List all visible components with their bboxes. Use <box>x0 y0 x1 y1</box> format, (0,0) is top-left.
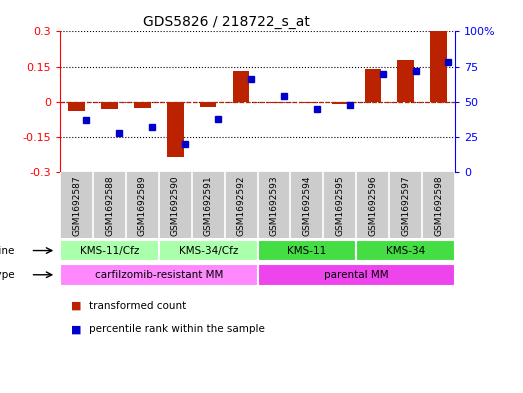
Bar <box>365 69 381 102</box>
Bar <box>356 240 455 261</box>
Bar <box>332 102 348 104</box>
Text: GSM1692590: GSM1692590 <box>171 175 180 236</box>
Bar <box>397 60 414 102</box>
Bar <box>134 102 151 108</box>
Bar <box>257 264 455 286</box>
Text: cell type: cell type <box>0 270 15 280</box>
Text: ■: ■ <box>71 301 81 310</box>
Text: carfilzomib-resistant MM: carfilzomib-resistant MM <box>95 270 223 280</box>
Text: cell line: cell line <box>0 246 15 255</box>
Text: transformed count: transformed count <box>89 301 186 310</box>
Text: GSM1692597: GSM1692597 <box>401 175 410 236</box>
Bar <box>200 102 217 107</box>
Text: parental MM: parental MM <box>324 270 389 280</box>
Text: GSM1692593: GSM1692593 <box>269 175 279 236</box>
Bar <box>167 102 184 157</box>
Text: GSM1692596: GSM1692596 <box>368 175 377 236</box>
Bar <box>159 240 257 261</box>
Bar <box>430 31 447 102</box>
Bar <box>299 102 315 103</box>
Bar <box>60 240 159 261</box>
Bar <box>60 264 257 286</box>
Text: GSM1692589: GSM1692589 <box>138 175 147 236</box>
Bar <box>266 102 282 103</box>
Bar <box>69 102 85 111</box>
Text: GSM1692588: GSM1692588 <box>105 175 114 236</box>
Text: GSM1692587: GSM1692587 <box>72 175 81 236</box>
Text: ■: ■ <box>71 324 81 334</box>
Text: GSM1692595: GSM1692595 <box>335 175 344 236</box>
Text: GSM1692591: GSM1692591 <box>204 175 213 236</box>
Bar <box>257 240 356 261</box>
Title: GDS5826 / 218722_s_at: GDS5826 / 218722_s_at <box>143 15 310 29</box>
Text: KMS-34: KMS-34 <box>386 246 425 255</box>
Text: percentile rank within the sample: percentile rank within the sample <box>89 324 265 334</box>
Bar <box>233 72 249 102</box>
Text: GSM1692592: GSM1692592 <box>236 175 246 235</box>
Text: GSM1692598: GSM1692598 <box>434 175 443 236</box>
Bar <box>101 102 118 109</box>
Text: GSM1692594: GSM1692594 <box>302 175 311 235</box>
Text: KMS-11/Cfz: KMS-11/Cfz <box>80 246 139 255</box>
Text: KMS-34/Cfz: KMS-34/Cfz <box>178 246 238 255</box>
Text: KMS-11: KMS-11 <box>287 246 326 255</box>
